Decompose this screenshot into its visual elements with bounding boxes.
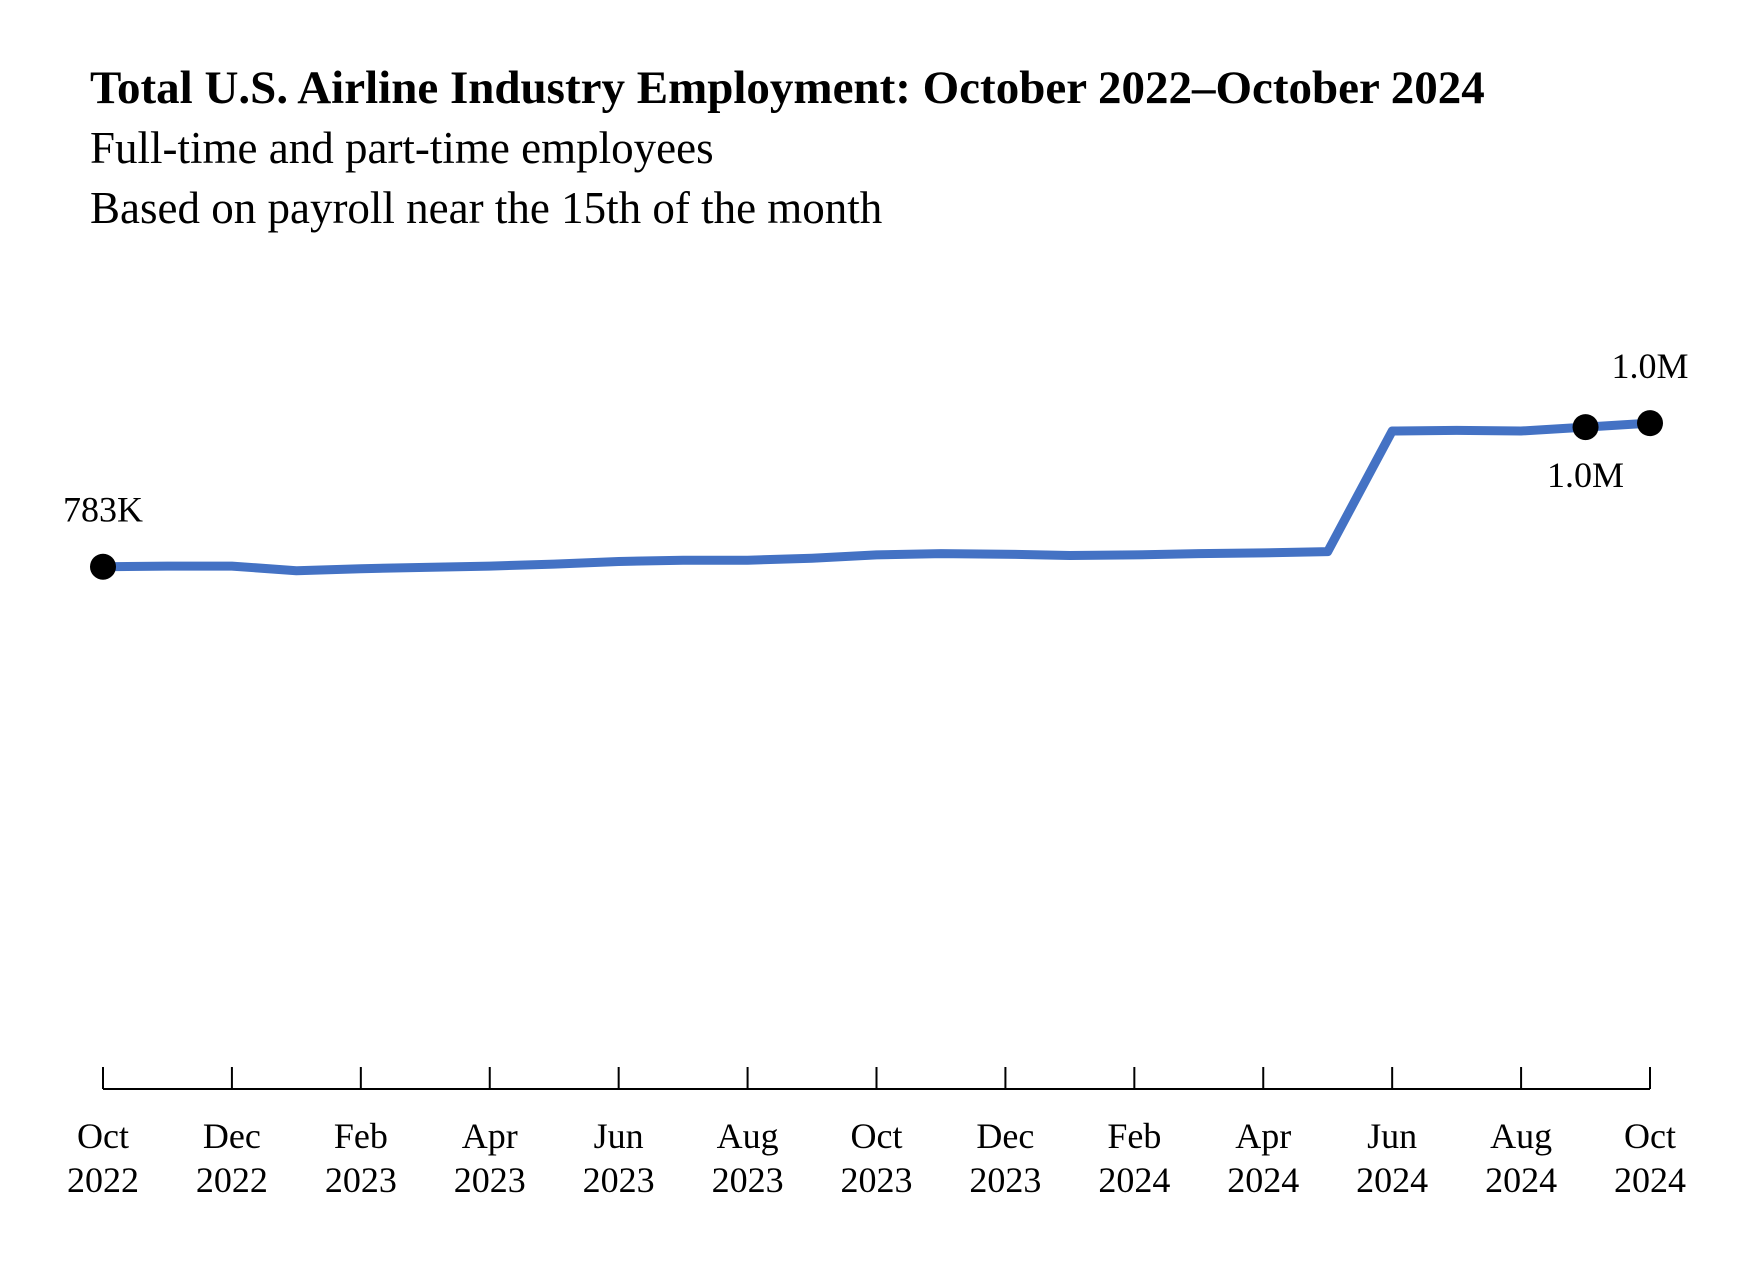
x-tick-label-year: 2023 [712,1160,784,1200]
x-tick-label-year: 2024 [1614,1160,1686,1200]
data-label: 783K [63,490,143,530]
x-tick-label-month: Aug [717,1116,779,1156]
x-tick-label-year: 2022 [196,1160,268,1200]
x-tick-label-year: 2023 [583,1160,655,1200]
x-tick-label-month: Dec [976,1116,1034,1156]
x-tick-label-month: Oct [77,1116,129,1156]
x-tick-label-year: 2023 [841,1160,913,1200]
x-tick-label-month: Oct [851,1116,903,1156]
x-tick-label-month: Feb [334,1116,388,1156]
x-tick-label-year: 2024 [1098,1160,1170,1200]
chart-subtitle-employees: Full-time and part-time employees [90,123,714,173]
x-tick-label-year: 2022 [67,1160,139,1200]
marker-group: 783K 1.0M 1.0M [63,346,1689,580]
x-tick-label-year: 2024 [1356,1160,1428,1200]
x-tick-label-year: 2024 [1485,1160,1557,1200]
data-point-marker [90,553,116,580]
x-tick-label-year: 2023 [325,1160,397,1200]
series-group [98,418,1655,576]
x-tick-label-month: Dec [203,1116,261,1156]
x-tick-label-year: 2024 [1227,1160,1299,1200]
series-line [98,418,1655,576]
data-point-marker [1572,414,1599,441]
x-axis: Oct2022Dec2022Feb2023Apr2023Jun2023Aug20… [67,1067,1686,1200]
x-tick-label-month: Jun [1367,1116,1417,1156]
data-point-marker [1637,410,1663,437]
x-tick-label-year: 2023 [969,1160,1041,1200]
x-tick-label-month: Feb [1107,1116,1161,1156]
chart-header: Total U.S. Airline Industry Employment: … [90,58,1690,238]
chart-title: Total U.S. Airline Industry Employment: … [90,62,1485,114]
x-tick-label-month: Jun [594,1116,644,1156]
x-tick-label-year: 2023 [454,1160,526,1200]
x-tick-label-month: Apr [1235,1116,1291,1156]
x-tick-label-month: Oct [1624,1116,1676,1156]
data-label: 1.0M [1547,455,1624,495]
x-tick-label-month: Aug [1490,1116,1552,1156]
chart-subtitle-payroll: Based on payroll near the 15th of the mo… [90,183,883,233]
data-label: 1.0M [1611,346,1688,386]
x-tick-label-month: Apr [462,1116,518,1156]
